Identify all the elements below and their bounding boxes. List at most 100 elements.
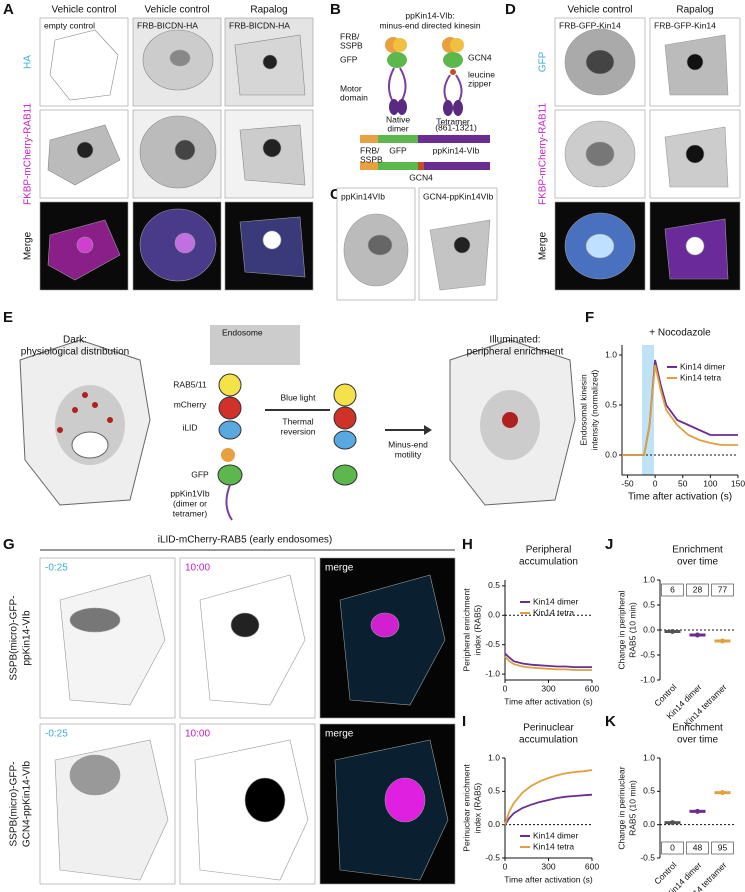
count-box xyxy=(661,583,684,597)
y-tick-label: 0.5 xyxy=(488,580,500,590)
image-grid xyxy=(554,17,741,291)
x-tick-label: 150 xyxy=(731,478,745,488)
y-tick-label: 0.5 xyxy=(643,599,655,609)
panel-label: J xyxy=(605,536,613,553)
annotation: tetramer) xyxy=(173,508,208,518)
y-tick-label: 0.0 xyxy=(643,624,655,634)
x-tick-label: 0 xyxy=(503,861,508,871)
annotation: mCherry xyxy=(174,399,207,409)
count-label: 48 xyxy=(693,842,703,852)
count-label: 95 xyxy=(718,842,728,852)
chart-title: over time xyxy=(677,735,719,746)
panel-label: K xyxy=(605,713,616,730)
chart-title: + Nocodazole xyxy=(649,328,711,339)
count-box xyxy=(711,841,734,855)
row-label: HA xyxy=(23,55,34,69)
legend-label: Kin14 dimer xyxy=(533,830,579,840)
legend-label: Kin14 dimer xyxy=(533,596,579,606)
image-label: FRB-GFP-Kin14 xyxy=(654,20,716,30)
series-line xyxy=(504,655,592,671)
x-tick-label: 100 xyxy=(703,478,717,488)
y-tick-label: 0.5 xyxy=(605,399,617,409)
time-label: -0:25 xyxy=(45,729,68,740)
panel-label: G xyxy=(3,536,15,553)
chart-title: Enrichment xyxy=(672,545,723,556)
y-tick-label: 0.5 xyxy=(488,786,500,796)
image-label: empty control xyxy=(44,20,95,30)
count-box xyxy=(686,583,709,597)
count-box xyxy=(661,841,684,855)
y-axis-label: Endosomal kinesin xyxy=(578,374,588,446)
legend-label: Kin14 tetra xyxy=(533,841,574,851)
panel-label: B xyxy=(330,1,341,18)
x-tick-label: 0 xyxy=(503,683,508,693)
annotation: RAB5/11 xyxy=(173,379,207,389)
x-tick-label: 300 xyxy=(541,683,555,693)
annotation: Minus-end xyxy=(388,439,428,449)
chart-title: Peripheral xyxy=(526,545,572,556)
count-box xyxy=(686,841,709,855)
row-label: Merge xyxy=(23,231,34,260)
series-line xyxy=(622,364,738,456)
y-axis-label: index (RAB5) xyxy=(472,783,482,834)
chart-title: Enrichment xyxy=(672,723,723,734)
legend-label: Kin14 tetra xyxy=(533,607,574,617)
row-label: SSPB(micro)-GFP- xyxy=(9,596,20,681)
chart-title: Perinuclear xyxy=(523,723,574,734)
part-label: leucine xyxy=(468,69,495,79)
x-axis-label: Time after activation (s) xyxy=(628,492,732,503)
chart-title: accumulation xyxy=(519,735,578,746)
panel-label: H xyxy=(462,536,473,553)
row-label: Merge xyxy=(538,231,549,260)
schematic xyxy=(19,325,576,521)
image-grid xyxy=(39,557,456,885)
part-label: FRB/ xyxy=(340,31,360,41)
y-axis-label: intensity (normalized) xyxy=(589,369,599,450)
row-label: GFP xyxy=(538,51,549,72)
part-label: Tetramer xyxy=(436,116,470,126)
image-grid xyxy=(336,187,498,301)
part-label: domain xyxy=(340,92,368,102)
construct-label: SSPB xyxy=(360,154,383,164)
annotation: (dimer or xyxy=(173,498,207,508)
chart-title: over time xyxy=(677,557,719,568)
part-label: GFP xyxy=(340,54,358,64)
y-tick-label: 0.0 xyxy=(605,449,617,459)
annotation: Thermal xyxy=(282,416,313,426)
y-tick-label: -0.5 xyxy=(485,639,500,649)
part-label: SSPB xyxy=(340,40,363,50)
annotation: Blue light xyxy=(281,392,317,402)
part-label: dimer xyxy=(387,123,408,133)
image-label: FRB-BICDN-HA xyxy=(229,20,290,30)
series-line xyxy=(504,769,593,825)
annotation: Dark: xyxy=(63,335,87,346)
annotation: Illuminated: xyxy=(489,335,540,346)
panel-label: C xyxy=(330,186,341,203)
x-tick-label: 600 xyxy=(585,861,599,871)
panel-label: D xyxy=(505,1,516,18)
time-label: 10:00 xyxy=(185,729,210,740)
row-label: FKBP-mCherry-RAB11 xyxy=(23,103,34,205)
row-label: SSPB(micro)-GFP- xyxy=(9,762,20,847)
count-label: 28 xyxy=(693,584,703,594)
construct-label: FRB/ xyxy=(360,145,380,155)
y-tick-label: 1.0 xyxy=(643,752,655,762)
mean-dot xyxy=(695,632,700,638)
y-tick-label: 0.0 xyxy=(643,819,655,829)
row-label: ppKin14-VIb xyxy=(22,610,33,665)
y-tick-label: 1.0 xyxy=(605,349,617,359)
y-tick-label: 1.0 xyxy=(643,574,655,584)
y-tick-label: -0.5 xyxy=(640,852,655,862)
annotation: iLID xyxy=(182,422,197,432)
x-tick-label: 600 xyxy=(585,683,599,693)
legend-label: Kin14 dimer xyxy=(680,361,726,371)
y-axis-label: RAB5 (10 min) xyxy=(627,780,637,836)
y-tick-label: 0.0 xyxy=(488,610,500,620)
header: iLID-mCherry-RAB5 (early endosomes) xyxy=(158,535,333,546)
image-label: FRB-BICDN-HA xyxy=(137,20,198,30)
x-tick-label: 300 xyxy=(541,861,555,871)
construct-label: GCN4 xyxy=(409,172,433,182)
annotation: physiological distribution xyxy=(21,347,129,358)
count-label: 0 xyxy=(670,842,675,852)
y-tick-label: -1.0 xyxy=(640,674,655,684)
